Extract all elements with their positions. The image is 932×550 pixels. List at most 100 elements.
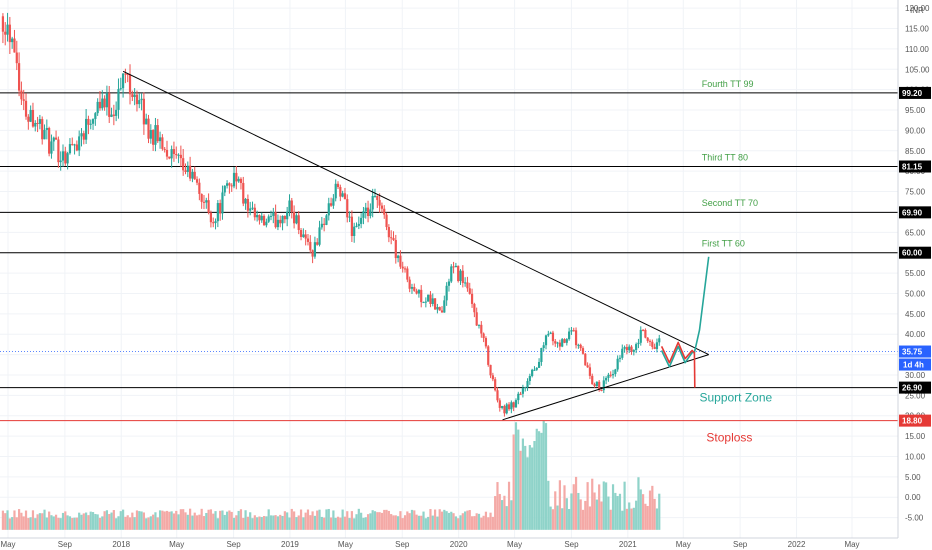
y-tick-label: 105.00 xyxy=(905,65,930,74)
candle-body xyxy=(415,290,418,294)
candle-body xyxy=(341,193,344,197)
candle-body xyxy=(265,221,268,226)
volume-bar xyxy=(496,482,499,530)
volume-bar xyxy=(193,512,196,530)
candle-body xyxy=(260,215,263,221)
volume-bar xyxy=(80,514,83,530)
volume-bar xyxy=(457,518,460,530)
volume-bar xyxy=(473,516,476,530)
volume-bar xyxy=(378,512,381,530)
candle-body xyxy=(491,375,494,380)
candle-body xyxy=(262,215,266,226)
candle-body xyxy=(369,209,372,217)
annotation-label: Fourth TT 99 xyxy=(702,79,754,89)
annotation-label: Support Zone xyxy=(699,390,772,404)
volume-bar xyxy=(260,517,263,530)
candle-body xyxy=(112,114,115,116)
volume-bar xyxy=(491,516,494,530)
candle-body xyxy=(447,281,451,286)
candle-body xyxy=(475,312,478,326)
candle-body xyxy=(641,329,645,331)
candle-body xyxy=(73,144,76,146)
volume-bar xyxy=(464,511,467,530)
volume-bar xyxy=(309,515,312,530)
volume-bar xyxy=(648,490,652,530)
volume-bar xyxy=(276,516,280,530)
volume-bar xyxy=(232,517,236,530)
volume-bar xyxy=(480,517,483,530)
volume-bar xyxy=(364,517,367,530)
volume-bar xyxy=(341,509,344,530)
y-tick-label: 25.00 xyxy=(905,391,926,400)
candle-body xyxy=(105,93,109,108)
candle-body xyxy=(336,183,340,188)
candle-body xyxy=(304,234,307,239)
candle-body xyxy=(68,144,72,154)
candle-body xyxy=(648,340,652,342)
volume-bar xyxy=(20,512,23,530)
volume-bar xyxy=(651,485,654,530)
candle-body xyxy=(632,350,635,352)
candle-body xyxy=(521,388,525,394)
candle-body xyxy=(507,404,511,410)
volume-bar xyxy=(658,493,661,530)
x-tick-label: Sep xyxy=(58,540,73,549)
volume-bar xyxy=(152,514,155,530)
level-price-text: 26.90 xyxy=(902,384,923,393)
volume-bar xyxy=(422,511,425,530)
candle-body xyxy=(177,154,180,156)
volume-bar xyxy=(598,484,601,530)
y-tick-label: 45.00 xyxy=(905,310,926,319)
candle-body xyxy=(274,212,277,228)
candle-body xyxy=(293,211,296,224)
volume-bar xyxy=(112,510,115,530)
volume-bar xyxy=(311,511,314,530)
volume-bar xyxy=(362,517,365,530)
candle-body xyxy=(655,342,659,350)
y-tick-label: 120.00 xyxy=(905,4,930,13)
volume-bar xyxy=(124,516,127,530)
volume-bar xyxy=(246,516,249,530)
candle-body xyxy=(410,287,414,289)
volume-bar xyxy=(459,515,462,530)
candle-body xyxy=(126,73,129,75)
candle-body xyxy=(306,238,310,242)
candle-body xyxy=(1,16,5,32)
candle-body xyxy=(616,358,619,370)
candle-body xyxy=(6,24,9,35)
volume-bar xyxy=(286,512,289,530)
volume-bar xyxy=(452,513,455,530)
volume-bar xyxy=(24,510,28,530)
volume-bar xyxy=(383,509,386,530)
candle-body xyxy=(526,381,529,388)
candle-body xyxy=(239,178,243,183)
volume-bar xyxy=(616,496,619,530)
volume-bar xyxy=(135,510,139,530)
level-price-text: 60.00 xyxy=(902,249,923,258)
candle-body xyxy=(470,293,474,304)
price-badges: 99.20 81.15 69.90 60.00 26.90 18.80 35.75 1d 4h xyxy=(899,86,931,427)
candle-body xyxy=(519,393,522,395)
volume-bar xyxy=(147,517,150,530)
candle-body xyxy=(163,148,166,150)
volume-bar xyxy=(542,420,545,530)
volume-bar xyxy=(223,514,226,530)
candle-body xyxy=(87,118,90,125)
candle-body xyxy=(598,381,601,390)
candle-body xyxy=(505,404,508,414)
candle-body xyxy=(327,203,330,216)
candle-body xyxy=(651,341,654,347)
candle-body xyxy=(189,165,192,179)
candle-body xyxy=(637,342,640,345)
volume-bar xyxy=(635,500,638,530)
candle-body xyxy=(295,215,298,224)
candle-body xyxy=(184,170,187,172)
level-price-badge xyxy=(899,414,931,427)
candle-body xyxy=(269,215,273,217)
volume-bar xyxy=(115,518,118,530)
volume-bar xyxy=(272,515,275,530)
candle-body xyxy=(221,192,224,214)
candle-body xyxy=(401,266,404,269)
volume-bar xyxy=(630,508,633,530)
volume-bar xyxy=(581,509,585,530)
